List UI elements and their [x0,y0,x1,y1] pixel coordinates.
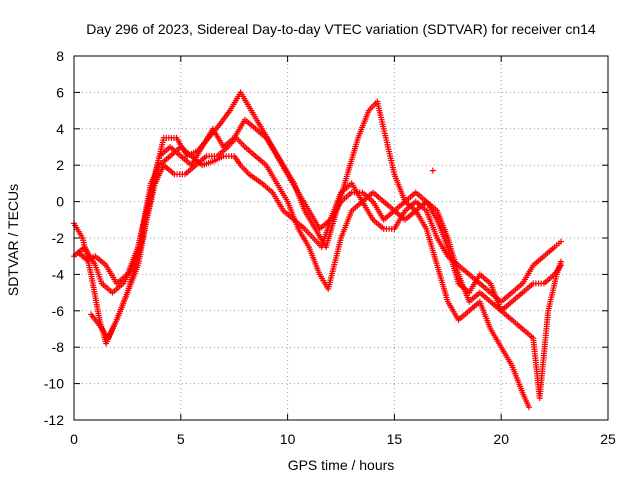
data-point [525,404,532,411]
x-tick-label: 10 [280,431,296,447]
y-tick-label: -8 [52,339,65,355]
y-tick-label: -6 [52,303,65,319]
y-axis-label: SDTVAR / TECUs [5,184,21,296]
x-tick-label: 20 [493,431,509,447]
y-tick-label: -4 [52,266,65,282]
chart-title: Day 296 of 2023, Sidereal Day-to-day VTE… [86,21,596,37]
y-tick-label: -10 [44,376,64,392]
outlier-point [429,167,436,174]
data-points [71,89,565,411]
y-tick-label: 0 [56,194,64,210]
x-axis-label: GPS time / hours [288,457,395,473]
data-point [558,238,565,245]
x-tick-label: 15 [387,431,403,447]
x-tick-label: 25 [600,431,616,447]
x-tick-label: 0 [70,431,78,447]
axis-ticks: 0 5 10 15 20 25 -12 -10 -8 -6 -4 -2 0 2 4 6 8 [44,48,616,447]
y-tick-label: -2 [52,230,65,246]
series-track-3 [88,134,565,402]
series-track-4 [75,116,565,314]
y-tick-label: -12 [44,412,64,428]
y-tick-label: 6 [56,84,64,100]
y-tick-label: 2 [56,157,64,173]
data-point [558,262,565,269]
x-tick-label: 5 [177,431,185,447]
y-tick-label: 8 [56,48,64,64]
y-tick-label: 4 [56,121,64,137]
